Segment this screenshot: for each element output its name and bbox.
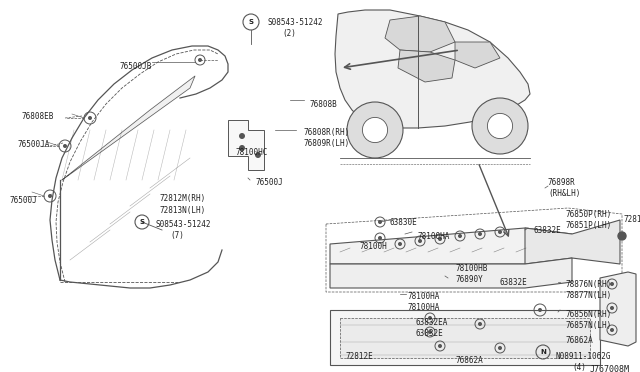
Text: 72813N(LH): 72813N(LH) bbox=[160, 206, 206, 215]
Polygon shape bbox=[62, 76, 195, 180]
Text: 78100HA: 78100HA bbox=[408, 303, 440, 312]
Text: 76898R: 76898R bbox=[548, 178, 576, 187]
Text: 76862A: 76862A bbox=[455, 356, 483, 365]
Circle shape bbox=[239, 133, 245, 139]
Circle shape bbox=[378, 220, 382, 224]
Text: (7): (7) bbox=[170, 231, 184, 240]
Text: (2): (2) bbox=[282, 29, 296, 38]
Polygon shape bbox=[330, 258, 572, 288]
Text: 76500J: 76500J bbox=[10, 196, 38, 205]
Circle shape bbox=[198, 58, 202, 62]
Text: 78100HB: 78100HB bbox=[455, 264, 488, 273]
Text: N08911-1062G: N08911-1062G bbox=[556, 352, 611, 361]
Text: J767008M: J767008M bbox=[590, 365, 630, 372]
Circle shape bbox=[610, 282, 614, 286]
Circle shape bbox=[378, 236, 382, 240]
Text: 72812M(RH): 72812M(RH) bbox=[160, 194, 206, 203]
Text: 76808B: 76808B bbox=[310, 100, 338, 109]
Circle shape bbox=[48, 194, 52, 198]
Circle shape bbox=[438, 344, 442, 348]
Circle shape bbox=[610, 328, 614, 332]
Circle shape bbox=[618, 232, 626, 240]
Circle shape bbox=[63, 144, 67, 148]
Circle shape bbox=[478, 232, 482, 236]
Text: 78100HC: 78100HC bbox=[236, 148, 268, 157]
Text: (RH&LH): (RH&LH) bbox=[548, 189, 580, 198]
Text: 63830E: 63830E bbox=[390, 218, 418, 227]
Polygon shape bbox=[330, 310, 600, 365]
Circle shape bbox=[498, 230, 502, 234]
Circle shape bbox=[488, 113, 513, 139]
Text: 63832E: 63832E bbox=[533, 226, 561, 235]
Circle shape bbox=[478, 322, 482, 326]
Circle shape bbox=[362, 118, 388, 142]
Circle shape bbox=[610, 306, 614, 310]
Text: S: S bbox=[248, 19, 253, 25]
Text: 72812E: 72812E bbox=[345, 352, 372, 361]
Polygon shape bbox=[340, 318, 590, 358]
Circle shape bbox=[347, 102, 403, 158]
Text: 72812E: 72812E bbox=[624, 215, 640, 224]
Text: 76809R(LH): 76809R(LH) bbox=[303, 139, 349, 148]
Polygon shape bbox=[455, 42, 500, 68]
Text: (4): (4) bbox=[572, 363, 586, 372]
Text: 78100HA: 78100HA bbox=[408, 292, 440, 301]
Circle shape bbox=[428, 330, 432, 334]
Text: 76857N(LH): 76857N(LH) bbox=[565, 321, 611, 330]
Circle shape bbox=[498, 346, 502, 350]
Text: 76890Y: 76890Y bbox=[455, 275, 483, 284]
Polygon shape bbox=[525, 220, 620, 264]
Circle shape bbox=[538, 308, 542, 312]
Polygon shape bbox=[335, 10, 530, 128]
Text: 63832EA: 63832EA bbox=[415, 318, 447, 327]
Polygon shape bbox=[600, 272, 636, 346]
Text: 76808R(RH): 76808R(RH) bbox=[303, 128, 349, 137]
Circle shape bbox=[428, 316, 432, 320]
Polygon shape bbox=[228, 120, 264, 170]
Polygon shape bbox=[385, 16, 455, 52]
Text: S08543-51242: S08543-51242 bbox=[268, 18, 323, 27]
Text: 76808EB: 76808EB bbox=[22, 112, 54, 121]
Text: S: S bbox=[140, 219, 145, 225]
Circle shape bbox=[88, 116, 92, 120]
Text: 76862A: 76862A bbox=[565, 336, 593, 345]
Polygon shape bbox=[398, 50, 455, 82]
Circle shape bbox=[255, 152, 261, 158]
Text: 78100HA: 78100HA bbox=[417, 232, 449, 241]
Circle shape bbox=[239, 145, 245, 151]
Text: 78877N(LH): 78877N(LH) bbox=[565, 291, 611, 300]
Text: 78876N(RH): 78876N(RH) bbox=[565, 280, 611, 289]
Text: 76850P(RH): 76850P(RH) bbox=[566, 210, 612, 219]
Circle shape bbox=[418, 239, 422, 243]
Text: 76856N(RH): 76856N(RH) bbox=[565, 310, 611, 319]
Text: 78100H: 78100H bbox=[360, 242, 388, 251]
Text: 63832E: 63832E bbox=[415, 329, 443, 338]
Text: S08543-51242: S08543-51242 bbox=[155, 220, 211, 229]
Text: 76851P(LH): 76851P(LH) bbox=[566, 221, 612, 230]
Text: 76500JA: 76500JA bbox=[18, 140, 51, 149]
Circle shape bbox=[472, 98, 528, 154]
Text: N: N bbox=[540, 349, 546, 355]
Circle shape bbox=[398, 242, 402, 246]
Text: 76500J: 76500J bbox=[255, 178, 283, 187]
Circle shape bbox=[458, 234, 462, 238]
Circle shape bbox=[438, 237, 442, 241]
Text: 76500JB: 76500JB bbox=[120, 62, 152, 71]
Polygon shape bbox=[330, 228, 572, 264]
Text: 63832E: 63832E bbox=[500, 278, 528, 287]
